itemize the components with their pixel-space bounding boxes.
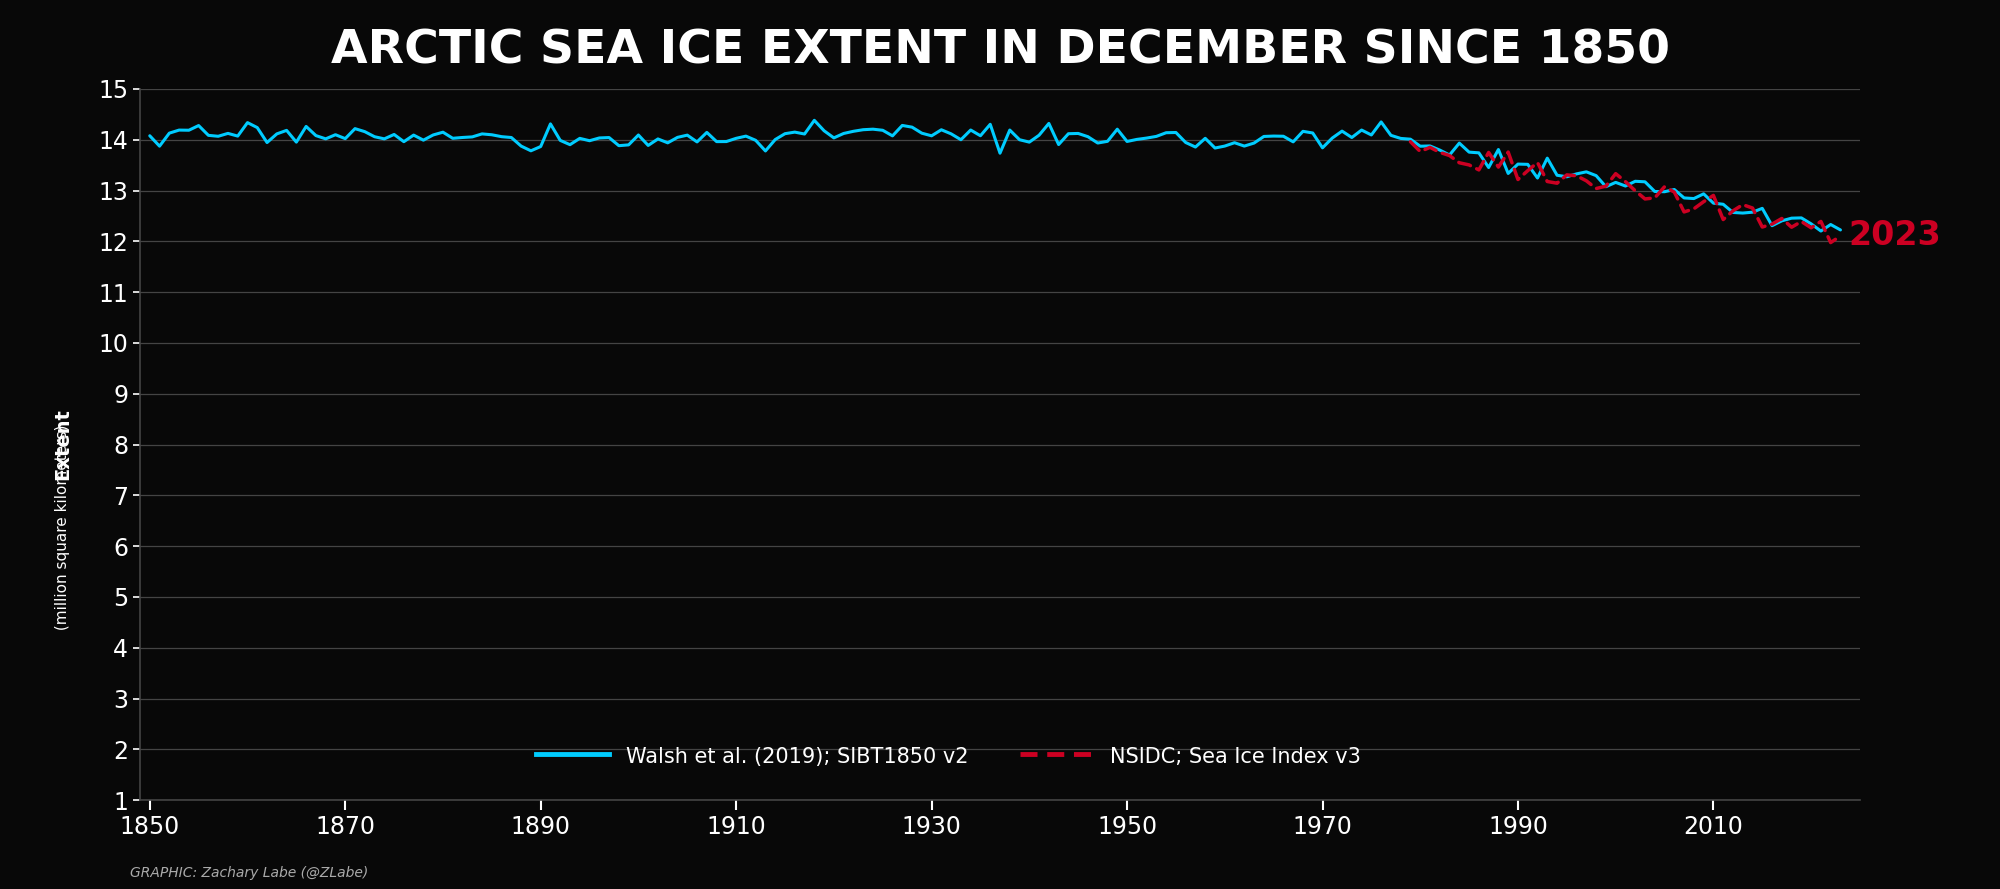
Legend: Walsh et al. (2019); SIBT1850 v2, NSIDC; Sea Ice Index v3: Walsh et al. (2019); SIBT1850 v2, NSIDC;…: [528, 737, 1370, 775]
Text: (million square kilometers): (million square kilometers): [56, 425, 70, 635]
Title: ARCTIC SEA ICE EXTENT IN DECEMBER SINCE 1850: ARCTIC SEA ICE EXTENT IN DECEMBER SINCE …: [330, 29, 1670, 74]
Text: 2023: 2023: [1848, 220, 1942, 252]
Text: Extent: Extent: [54, 409, 72, 480]
Text: GRAPHIC: Zachary Labe (@ZLabe): GRAPHIC: Zachary Labe (@ZLabe): [130, 866, 368, 880]
